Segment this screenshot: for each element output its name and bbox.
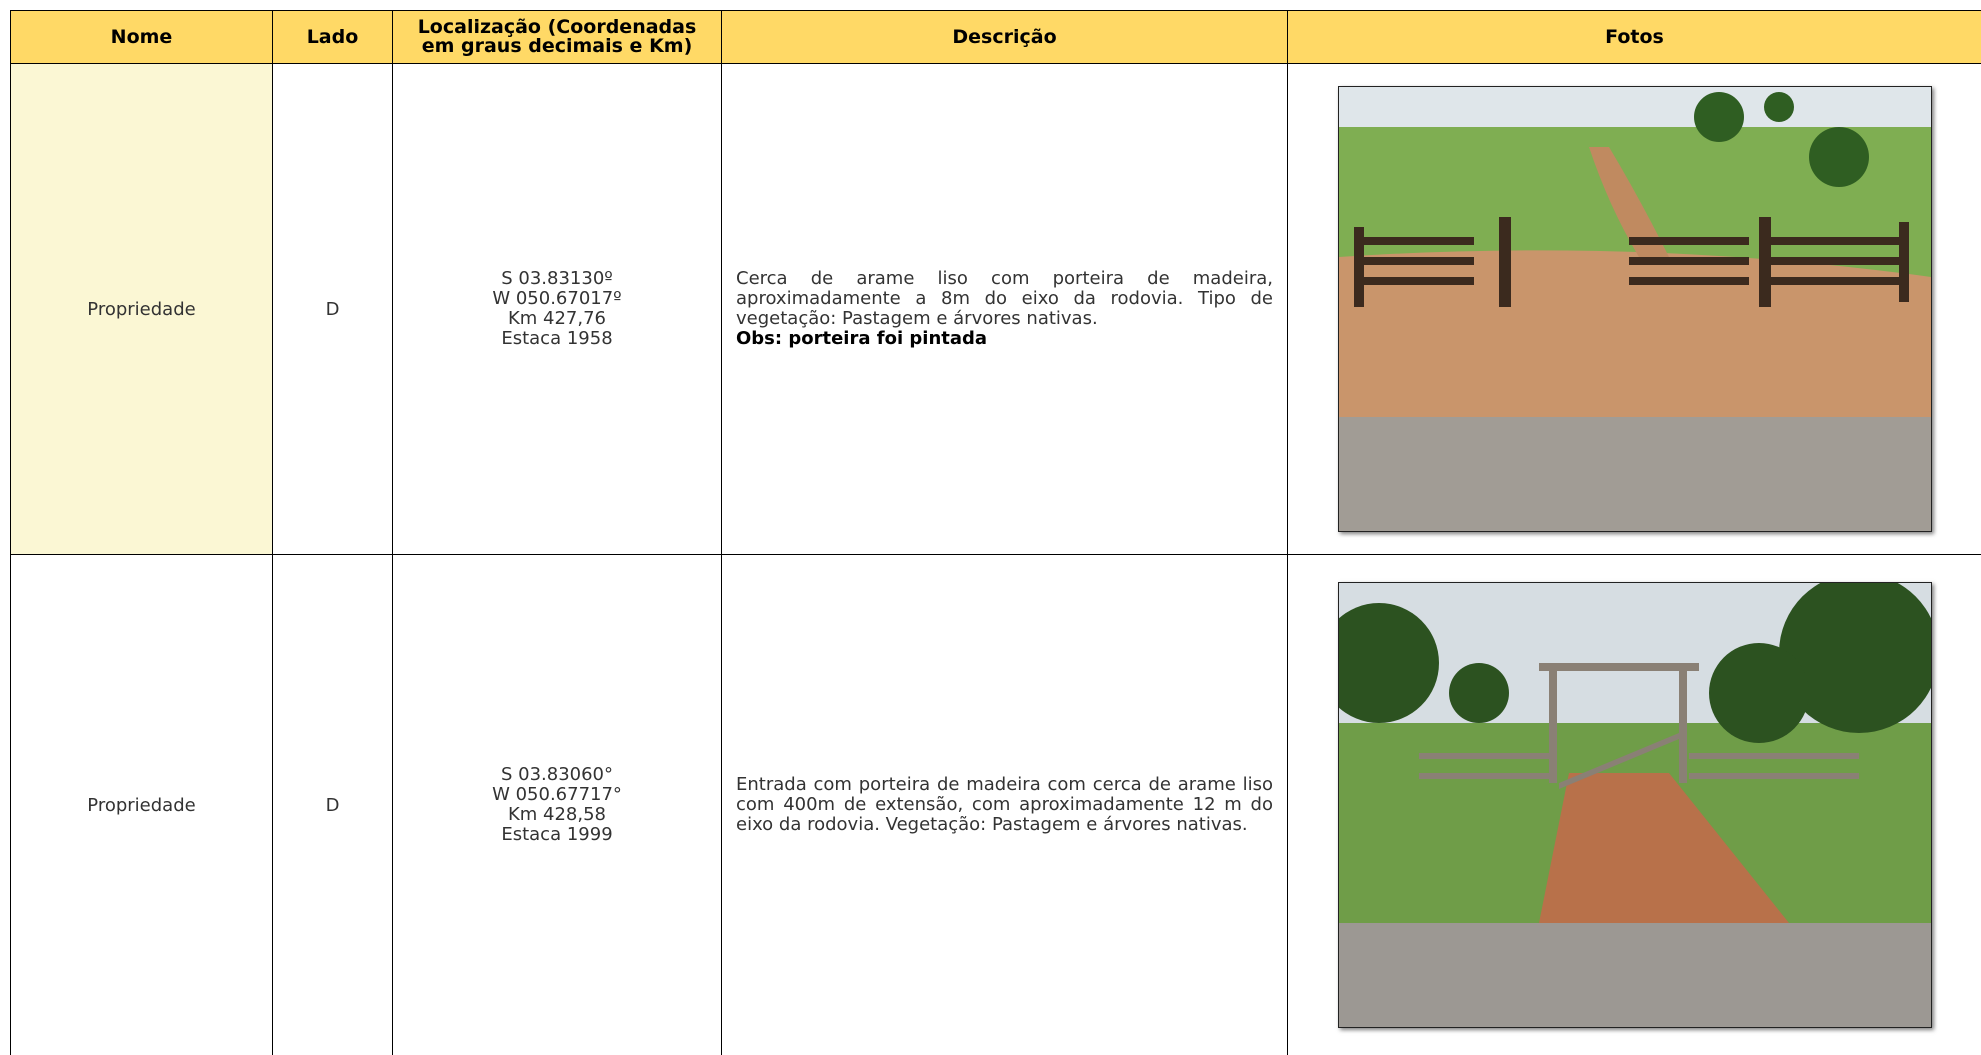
location-line: W 050.67717°: [393, 785, 721, 805]
location-line: S 03.83130º: [393, 269, 721, 289]
photo: [1338, 86, 1932, 532]
description-cell: Cerca de arame liso com porteira de made…: [722, 64, 1288, 555]
lado-cell: D: [273, 64, 393, 555]
location-line: Estaca 1999: [393, 825, 721, 845]
inventory-table: Nome Lado Localização (Coordenadas em gr…: [10, 10, 1981, 1055]
nome-cell: Propriedade: [11, 555, 273, 1055]
location-line: S 03.83060°: [393, 765, 721, 785]
header-cell: Nome: [11, 11, 273, 64]
location-line: Km 428,58: [393, 805, 721, 825]
header-cell: Descrição: [722, 11, 1288, 64]
location-line: Km 427,76: [393, 309, 721, 329]
photo-cell: [1288, 64, 1981, 555]
observation: Obs: porteira foi pintada: [736, 329, 1273, 349]
location-line: W 050.67017º: [393, 289, 721, 309]
header-row: Nome Lado Localização (Coordenadas em gr…: [11, 11, 1981, 64]
nome-cell: Propriedade: [11, 64, 273, 555]
header-cell: Fotos: [1288, 11, 1981, 64]
header-cell: Localização (Coordenadas em graus decima…: [393, 11, 722, 64]
location-cell: S 03.83130º W 050.67017º Km 427,76 Estac…: [393, 64, 722, 555]
description: Cerca de arame liso com porteira de made…: [736, 268, 1273, 329]
row: Propriedade D S 03.83130º W 050.67017º K…: [11, 64, 1981, 555]
header-cell: Lado: [273, 11, 393, 64]
description: Entrada com porteira de madeira com cerc…: [736, 774, 1273, 835]
photo: [1338, 582, 1932, 1028]
location-line: Estaca 1958: [393, 329, 721, 349]
row: Propriedade D S 03.83060° W 050.67717° K…: [11, 555, 1981, 1055]
lado-cell: D: [273, 555, 393, 1055]
photo-cell: [1288, 555, 1981, 1055]
description-cell: Entrada com porteira de madeira com cerc…: [722, 555, 1288, 1055]
location-cell: S 03.83060° W 050.67717° Km 428,58 Estac…: [393, 555, 722, 1055]
